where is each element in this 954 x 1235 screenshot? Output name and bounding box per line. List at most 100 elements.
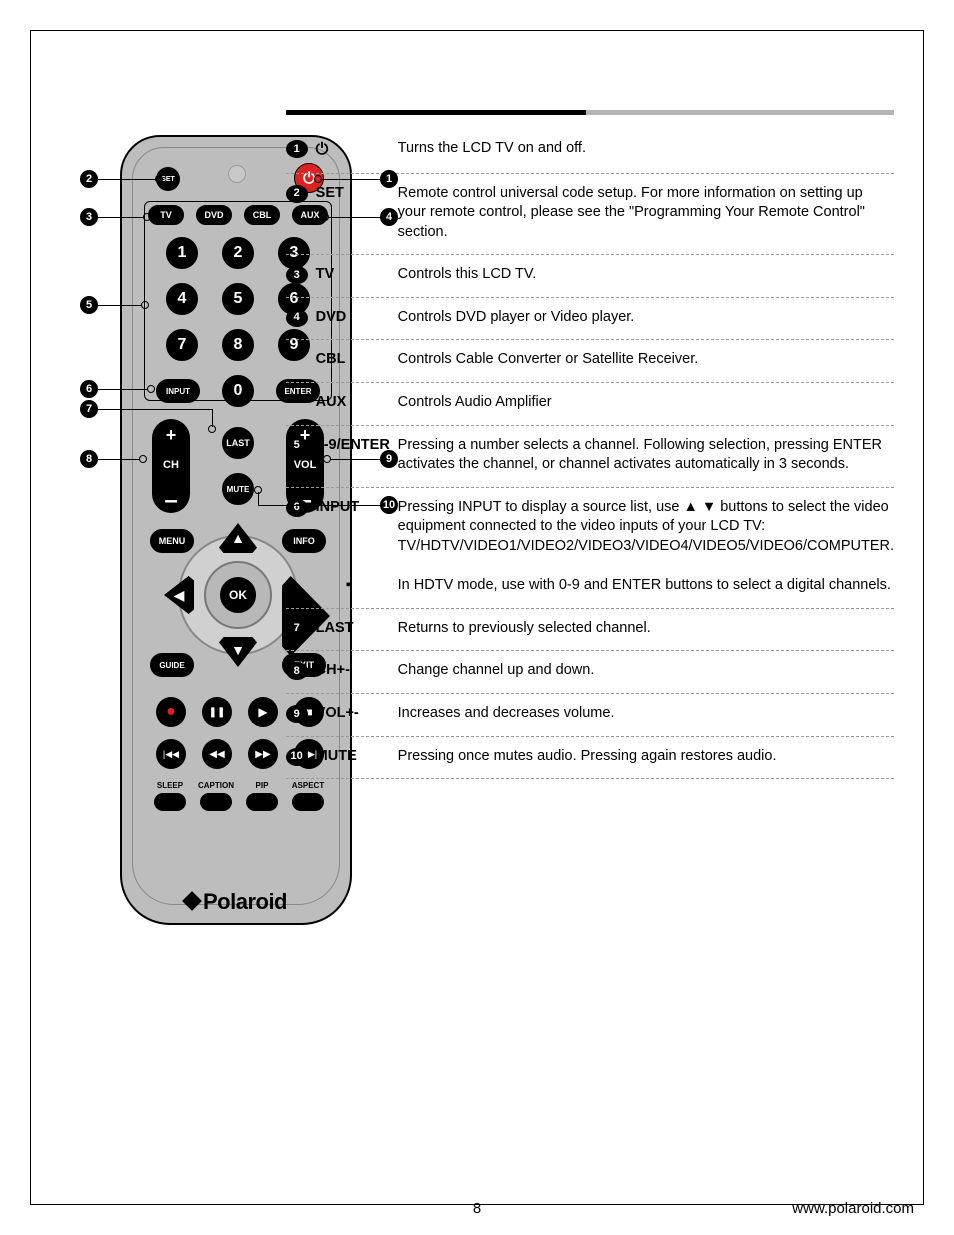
page-content: 1 2 3 4 5 6 7 8 9 1 [30, 30, 924, 1205]
callout-line [96, 409, 212, 410]
callout-badge-2: 2 [80, 170, 98, 188]
ir-led [228, 165, 246, 183]
callout-ring [254, 486, 262, 494]
diamond-icon [182, 891, 202, 911]
callout-badge-10: 10 [380, 496, 398, 514]
row-number-badge: 9 [286, 705, 308, 723]
ch-label: CH [152, 459, 190, 471]
row-number-badge: 4 [286, 309, 308, 327]
callout-line [96, 389, 148, 390]
callout-badge-6: 6 [80, 380, 98, 398]
callout-badge-8: 8 [80, 450, 98, 468]
description-row: 9VOL+-Increases and decreases volume. [286, 694, 894, 737]
row-number-badge: 5 [286, 437, 308, 455]
row-number-badge: 1 [286, 140, 308, 158]
header-bar-dark [286, 110, 586, 115]
callout-ring [314, 175, 322, 183]
row-description: Controls Audio Amplifier [398, 393, 894, 413]
description-row: 10MUTEPressing once mutes audio. Pressin… [286, 737, 894, 780]
row-label: TV [316, 265, 398, 285]
menu-button: MENU [150, 529, 194, 553]
row-number-badge [286, 351, 308, 369]
row-label: ⏻ [316, 139, 398, 161]
row-description: Pressing a number selects a channel. Fol… [398, 436, 894, 475]
callout-ring [147, 385, 155, 393]
callout-line [96, 305, 142, 306]
mute-button: MUTE [222, 473, 254, 505]
record-button: ● [156, 697, 186, 727]
remote-illustration-panel: 1 2 3 4 5 6 7 8 9 1 [30, 30, 268, 1205]
digit-8: 8 [222, 329, 254, 361]
row-description: Pressing once mutes audio. Pressing agai… [398, 747, 894, 767]
description-subrow: ▪In HDTV mode, use with 0-9 and ENTER bu… [286, 568, 894, 609]
row-label: LAST [316, 619, 398, 639]
row-description: Turns the LCD TV on and off. [398, 139, 894, 161]
row-number-badge: 3 [286, 266, 308, 284]
page-number: 8 [473, 1200, 481, 1217]
digit-2: 2 [222, 237, 254, 269]
callout-badge-5: 5 [80, 296, 98, 314]
description-row: CBLControls Cable Converter or Satellite… [286, 340, 894, 383]
description-rows: 1⏻Turns the LCD TV on and off.2SETRemote… [286, 129, 894, 779]
callout-ring [208, 425, 216, 433]
row-description: Controls DVD player or Video player. [398, 308, 894, 328]
row-number-badge [286, 394, 308, 412]
row-label: CBL [316, 350, 398, 370]
description-row: AUXControls Audio Amplifier [286, 383, 894, 426]
callout-badge-3: 3 [80, 208, 98, 226]
description-row: 7 LASTReturns to previously selected chan… [286, 609, 894, 652]
ok-button: OK [220, 577, 256, 613]
sleep-button [154, 793, 186, 811]
row-number-badge: 8 [286, 662, 308, 680]
description-row: 1 ⏻Turns the LCD TV on and off. [286, 129, 894, 174]
plus-icon: + [152, 425, 190, 446]
callout-ring [155, 175, 163, 183]
callout-badge-1: 1 [380, 170, 398, 188]
pause-button: ❚❚ [202, 697, 232, 727]
digit-5: 5 [222, 283, 254, 315]
caption-button [200, 793, 232, 811]
guide-button: GUIDE [150, 653, 194, 677]
callout-ring [141, 301, 149, 309]
callout-badge-7: 7 [80, 400, 98, 418]
row-description: Pressing INPUT to display a source list,… [398, 498, 894, 557]
callout-line [258, 505, 382, 506]
row-number-badge: 2 [286, 185, 308, 203]
callout-line [96, 459, 140, 460]
footer-url: www.polaroid.com [792, 1200, 914, 1217]
description-row: 50-9/ENTERPressing a number selects a ch… [286, 426, 894, 488]
callout-line [96, 179, 156, 180]
caption-label: CAPTION [198, 781, 234, 790]
minus-icon: – [152, 495, 190, 507]
header-bar [286, 110, 894, 115]
input-button: INPUT [156, 379, 200, 403]
callout-badge-4: 4 [380, 208, 398, 226]
description-row: 3 TVControls this LCD TV. [286, 255, 894, 298]
callout-ring [143, 213, 151, 221]
callout-line [96, 217, 144, 218]
bullet-icon: ▪ [316, 576, 398, 596]
row-description: Controls Cable Converter or Satellite Re… [398, 350, 894, 370]
description-panel: 1⏻Turns the LCD TV on and off.2SETRemote… [268, 30, 924, 1205]
row-description: Controls this LCD TV. [398, 265, 894, 285]
description-row: 6INPUTPressing INPUT to display a source… [286, 488, 894, 569]
row-number-badge: 7 [286, 620, 308, 638]
row-description: Returns to previously selected channel. [398, 619, 894, 639]
callout-ring [323, 455, 331, 463]
callout-badge-9: 9 [380, 450, 398, 468]
sleep-label: SLEEP [152, 781, 188, 790]
row-label: DVD [316, 308, 398, 328]
row-number-badge: 6 [286, 499, 308, 517]
callout-line [330, 459, 382, 460]
description-row: 4 DVDControls DVD player or Video player. [286, 298, 894, 341]
last-button: LAST [222, 427, 254, 459]
callout-line [258, 492, 259, 506]
rewind-button: ◀◀ [202, 739, 232, 769]
row-label: VOL+- [316, 704, 398, 724]
row-description: Remote control universal code setup. For… [398, 184, 894, 243]
callout-line [320, 179, 382, 180]
row-number-badge: 10 [286, 748, 308, 766]
digit-7: 7 [166, 329, 198, 361]
callout-ring [139, 455, 147, 463]
header-bar-light [586, 110, 894, 115]
